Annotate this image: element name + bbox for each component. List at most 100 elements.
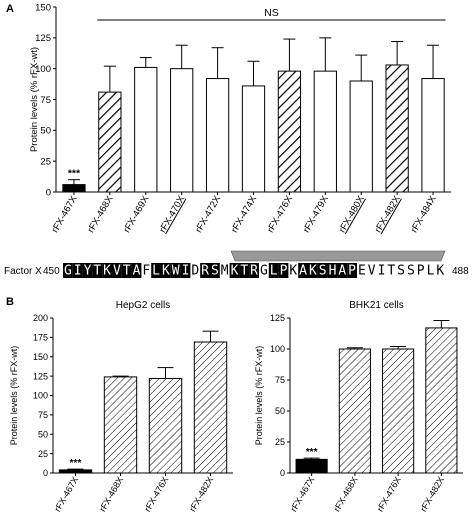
- residue-highlight: [63, 263, 73, 278]
- residue-26: K: [309, 264, 317, 279]
- residue-highlight: [239, 263, 250, 278]
- panel-b-letter: B: [6, 296, 14, 308]
- y-tick-label: 75: [275, 375, 285, 385]
- residue-highlight: [161, 263, 171, 278]
- residue-2: I: [74, 264, 82, 279]
- bar-rFX-467X: [58, 469, 93, 474]
- y-tick-label: 75: [40, 95, 51, 106]
- residue-24: K: [289, 264, 297, 279]
- x-tick-label-rFX-467X: rFX-467X: [288, 475, 316, 513]
- y-tick-label: 150: [35, 2, 51, 13]
- residue-28: H: [329, 264, 337, 279]
- chart-title: BHK21 cells: [349, 300, 403, 311]
- y-tick-label: 100: [270, 344, 285, 354]
- residue-23: P: [280, 264, 288, 279]
- significance-label: ***: [306, 447, 318, 458]
- residue-highlight: [180, 263, 191, 278]
- chart-panel-a: 0 25 50 75 100 125 150 Protein levels (% rFX-wt…: [29, 2, 451, 235]
- residue-11: K: [162, 264, 170, 279]
- residue-highlight: [210, 263, 220, 278]
- x-tick-label-rFX-479X: rFX-479X: [301, 193, 331, 234]
- sequence-label: Factor X: [4, 266, 42, 277]
- significance-label: ***: [70, 458, 82, 469]
- residue-35: S: [397, 264, 405, 279]
- residue-highlight: [347, 263, 357, 278]
- residue-33: I: [378, 264, 386, 279]
- residue-8: A: [133, 264, 141, 279]
- y-tick-label: 50: [40, 126, 51, 137]
- bar-rFX-476X: [277, 70, 302, 193]
- residue-39: K: [436, 264, 444, 279]
- bar-rFX-480X: [349, 80, 373, 193]
- bar-rFX-482X: [193, 341, 228, 474]
- residue-18: K: [231, 264, 239, 279]
- chart-bhk21: 0 25 50 75 100 125 Protein levels (% rFX-wt) BH…: [254, 300, 463, 513]
- residue-highlight: [278, 263, 289, 278]
- residue-14: D: [191, 264, 199, 279]
- residue-25: A: [299, 264, 307, 279]
- residue-7: T: [123, 264, 131, 279]
- bar-rFX-467X: [62, 184, 86, 193]
- residue-16: S: [211, 264, 219, 279]
- x-tick-label-rFX-467X: rFX-467X: [52, 475, 80, 513]
- residue-highlight: [200, 263, 210, 278]
- y-tick-label: 25: [40, 156, 51, 167]
- residue-38: L: [427, 264, 435, 279]
- x-tick-label-rFX-476X: rFX-476X: [142, 475, 170, 513]
- y-tick-label: 100: [35, 64, 51, 75]
- y-tick-label: 150: [33, 352, 48, 362]
- ns-label: NS: [264, 7, 279, 19]
- y-tick-label: 0: [280, 468, 285, 478]
- residue-highlight: [131, 263, 142, 278]
- residue-29: A: [338, 264, 346, 279]
- sequence-end-number: 488: [452, 266, 469, 277]
- y-axis-label: Protein levels (% rFX-wt): [254, 346, 264, 446]
- residue-37: P: [417, 264, 425, 279]
- residue-12: W: [172, 264, 180, 279]
- x-tick-label-rFX-470X: rFX-470X: [157, 193, 187, 234]
- sequence-start-number: 450: [43, 266, 60, 277]
- x-tick-label-rFX-472X: rFX-472X: [193, 193, 223, 234]
- residue-1: G: [64, 264, 72, 279]
- bar-rFX-474X: [241, 85, 266, 193]
- y-tick-label: 75: [38, 410, 48, 420]
- residue-highlight: [92, 263, 103, 278]
- residue-highlight: [337, 263, 348, 278]
- bar-rFX-476X: [148, 377, 183, 474]
- residue-highlight: [298, 263, 308, 278]
- residue-highlight: [102, 263, 112, 278]
- bar-rFX-468X: [338, 348, 371, 474]
- residue-highlight: [121, 263, 132, 278]
- residue-highlight: [327, 263, 338, 278]
- x-tick-label-rFX-482X: rFX-482X: [418, 475, 446, 513]
- y-axis-label: Protein levels (% rFX-wt): [29, 47, 40, 152]
- y-tick-label: 25: [38, 449, 48, 459]
- y-tick-label: 0: [43, 468, 48, 478]
- bar-rFX-469X: [134, 66, 158, 193]
- residue-10: L: [152, 264, 160, 279]
- residue-9: F: [142, 264, 150, 279]
- x-tick-label-rFX-482X: rFX-482X: [373, 193, 403, 234]
- x-tick-label-rFX-469X: rFX-469X: [122, 193, 152, 234]
- residue-highlight: [308, 263, 318, 278]
- residue-31: E: [358, 264, 366, 279]
- x-tick-label-rFX-482X: rFX-482X: [187, 475, 215, 513]
- y-tick-label: 125: [35, 33, 51, 44]
- residue-27: S: [319, 264, 327, 279]
- residue-5: K: [103, 264, 111, 279]
- bar-rFX-467X: [295, 458, 328, 474]
- residue-34: T: [387, 264, 395, 279]
- y-tick-label: 125: [270, 313, 285, 323]
- residue-highlight: [268, 263, 279, 278]
- x-tick-label-rFX-468X: rFX-468X: [86, 193, 116, 234]
- x-tick-label-rFX-484X: rFX-484X: [409, 193, 439, 234]
- residue-36: S: [407, 264, 415, 279]
- panel-a-letter: A: [6, 3, 14, 15]
- y-tick-label: 50: [38, 429, 48, 439]
- x-tick-label-rFX-467X: rFX-467X: [50, 193, 80, 234]
- residue-15: R: [201, 264, 209, 279]
- y-tick-label: 100: [33, 391, 48, 401]
